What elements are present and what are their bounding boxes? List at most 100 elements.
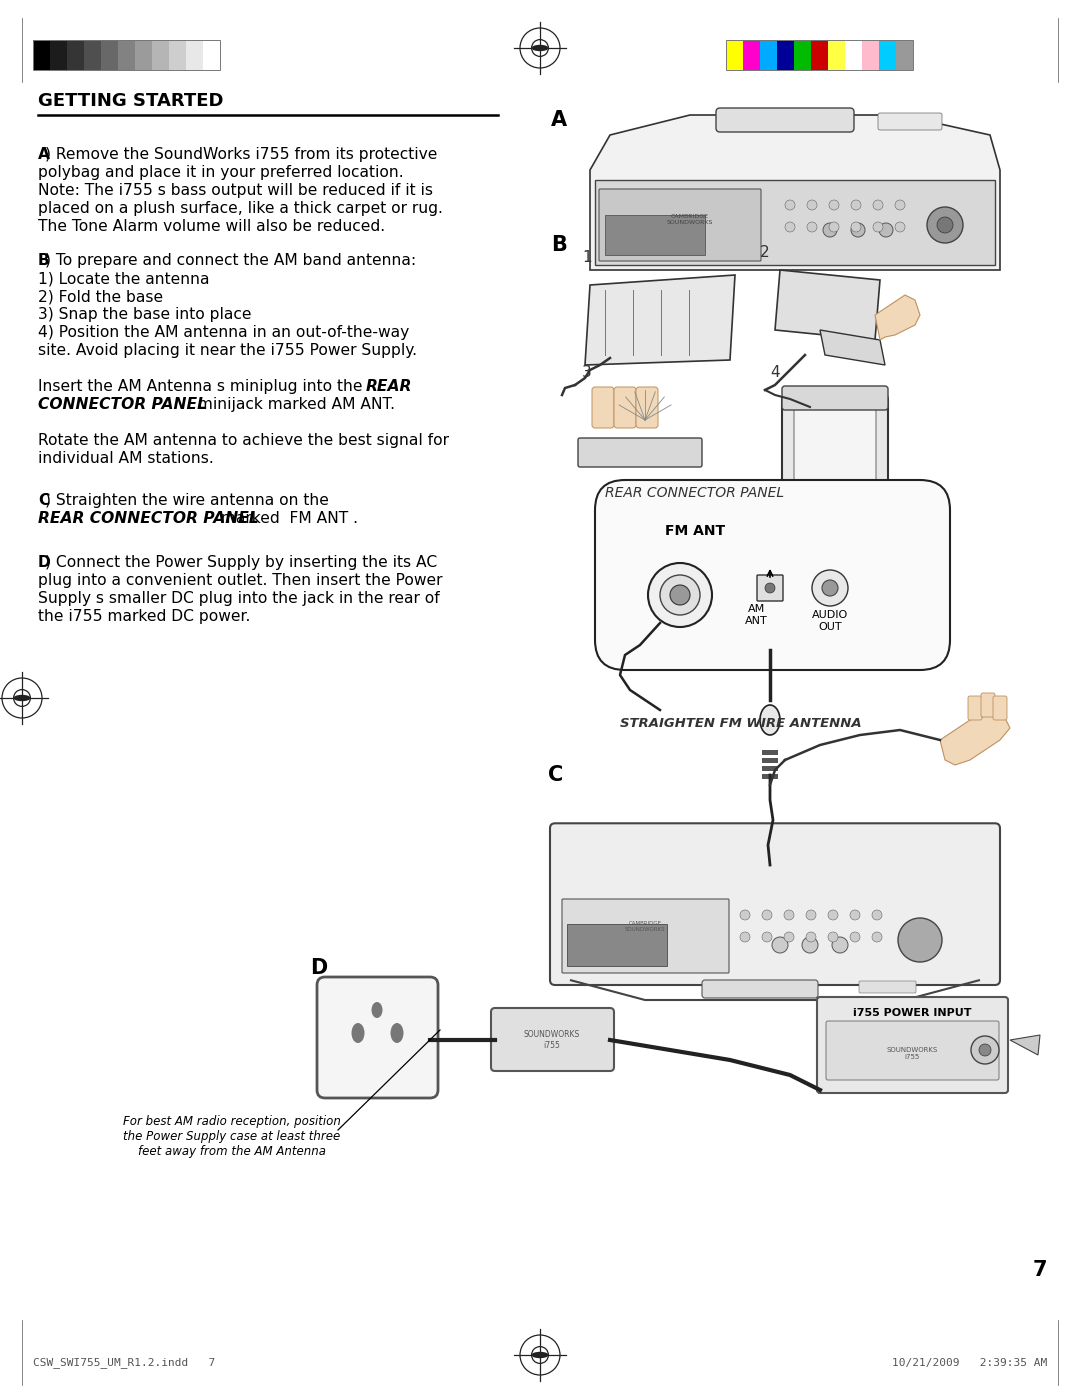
Circle shape xyxy=(897,918,942,963)
Circle shape xyxy=(850,909,860,921)
Text: 3) Snap the base into place: 3) Snap the base into place xyxy=(38,307,252,321)
FancyBboxPatch shape xyxy=(859,981,916,993)
Text: 4: 4 xyxy=(770,365,780,380)
Bar xyxy=(605,215,705,256)
Text: ) Remove the SoundWorks i755 from its protective: ) Remove the SoundWorks i755 from its pr… xyxy=(45,147,437,162)
Ellipse shape xyxy=(391,1023,404,1044)
FancyBboxPatch shape xyxy=(599,189,761,261)
FancyBboxPatch shape xyxy=(757,576,783,601)
Bar xyxy=(811,41,828,70)
FancyBboxPatch shape xyxy=(550,823,1000,985)
Bar xyxy=(777,41,794,70)
Text: plug into a convenient outlet. Then insert the Power: plug into a convenient outlet. Then inse… xyxy=(38,573,443,588)
Bar xyxy=(762,766,778,771)
Circle shape xyxy=(740,932,750,942)
Text: C: C xyxy=(548,766,564,785)
Circle shape xyxy=(895,222,905,232)
Text: CAMBRIDGE
SOUNDWORKS: CAMBRIDGE SOUNDWORKS xyxy=(666,214,713,225)
Text: the i755 marked DC power.: the i755 marked DC power. xyxy=(38,609,251,624)
Circle shape xyxy=(850,932,860,942)
Circle shape xyxy=(648,563,712,627)
Text: AUDIO
OUT: AUDIO OUT xyxy=(812,610,848,631)
Bar xyxy=(33,41,220,70)
Bar xyxy=(762,750,778,754)
Bar xyxy=(595,180,995,265)
FancyBboxPatch shape xyxy=(636,387,658,427)
Text: 10/21/2009   2:39:35 AM: 10/21/2009 2:39:35 AM xyxy=(892,1358,1047,1368)
Circle shape xyxy=(829,222,839,232)
Circle shape xyxy=(765,583,775,592)
Polygon shape xyxy=(940,715,1010,766)
Bar xyxy=(67,41,84,70)
Text: 3: 3 xyxy=(582,365,592,380)
Text: AM
ANT: AM ANT xyxy=(745,604,768,626)
FancyBboxPatch shape xyxy=(615,387,636,427)
Circle shape xyxy=(806,932,816,942)
Circle shape xyxy=(873,200,883,210)
Ellipse shape xyxy=(13,694,30,701)
Text: polybag and place it in your preferred location.: polybag and place it in your preferred l… xyxy=(38,165,404,180)
Text: REAR CONNECTOR PANEL: REAR CONNECTOR PANEL xyxy=(38,511,259,527)
Text: 4) Position the AM antenna in an out-of-the-way: 4) Position the AM antenna in an out-of-… xyxy=(38,326,409,339)
Polygon shape xyxy=(1010,1035,1040,1055)
Ellipse shape xyxy=(372,1002,382,1018)
FancyBboxPatch shape xyxy=(993,696,1007,719)
Text: ) To prepare and connect the AM band antenna:: ) To prepare and connect the AM band ant… xyxy=(45,253,416,268)
Circle shape xyxy=(872,932,882,942)
Text: CONNECTOR PANEL: CONNECTOR PANEL xyxy=(38,397,207,412)
FancyBboxPatch shape xyxy=(491,1009,615,1071)
Text: placed on a plush surface, like a thick carpet or rug.: placed on a plush surface, like a thick … xyxy=(38,201,443,217)
FancyBboxPatch shape xyxy=(816,997,1008,1092)
FancyBboxPatch shape xyxy=(702,981,818,997)
Circle shape xyxy=(937,217,953,233)
Circle shape xyxy=(802,937,818,953)
Bar xyxy=(845,41,862,70)
Bar xyxy=(794,41,811,70)
Text: SOUNDWORKS
i755: SOUNDWORKS i755 xyxy=(887,1046,937,1060)
Bar xyxy=(102,41,118,70)
Circle shape xyxy=(829,200,839,210)
Text: 2: 2 xyxy=(760,244,770,260)
Ellipse shape xyxy=(351,1023,365,1044)
FancyBboxPatch shape xyxy=(782,386,888,409)
Circle shape xyxy=(762,932,772,942)
Text: 1) Locate the antenna: 1) Locate the antenna xyxy=(38,271,210,286)
Bar xyxy=(203,41,220,70)
Bar xyxy=(743,41,760,70)
Bar xyxy=(828,41,845,70)
Circle shape xyxy=(971,1037,999,1065)
Text: GETTING STARTED: GETTING STARTED xyxy=(38,92,224,110)
Text: Insert the AM Antenna s miniplug into the: Insert the AM Antenna s miniplug into th… xyxy=(38,379,363,394)
Text: SOUNDWORKS
i755: SOUNDWORKS i755 xyxy=(524,1031,580,1049)
Circle shape xyxy=(822,580,838,597)
FancyBboxPatch shape xyxy=(578,439,702,467)
FancyBboxPatch shape xyxy=(592,387,615,427)
Text: Supply s smaller DC plug into the jack in the rear of: Supply s smaller DC plug into the jack i… xyxy=(38,591,440,606)
Text: marked  FM ANT .: marked FM ANT . xyxy=(216,511,357,527)
Circle shape xyxy=(851,200,861,210)
Text: 2) Fold the base: 2) Fold the base xyxy=(38,289,163,305)
Text: STRAIGHTEN FM WIRE ANTENNA: STRAIGHTEN FM WIRE ANTENNA xyxy=(620,717,862,731)
Circle shape xyxy=(806,909,816,921)
Circle shape xyxy=(873,222,883,232)
Text: Note: The i755 s bass output will be reduced if it is: Note: The i755 s bass output will be red… xyxy=(38,183,433,198)
Text: D: D xyxy=(310,958,327,978)
Circle shape xyxy=(851,224,865,237)
Circle shape xyxy=(762,909,772,921)
Text: CAMBRIDGE
SOUNDWORKS: CAMBRIDGE SOUNDWORKS xyxy=(624,921,665,932)
Text: i755 POWER INPUT: i755 POWER INPUT xyxy=(853,1009,971,1018)
Circle shape xyxy=(823,224,837,237)
Text: For best AM radio reception, position
the Power Supply case at least three
feet : For best AM radio reception, position th… xyxy=(123,1115,341,1158)
FancyBboxPatch shape xyxy=(968,696,982,719)
Circle shape xyxy=(772,937,788,953)
Circle shape xyxy=(784,909,794,921)
Text: ) Connect the Power Supply by inserting the its AC: ) Connect the Power Supply by inserting … xyxy=(45,555,437,570)
Circle shape xyxy=(785,222,795,232)
Text: FM ANT: FM ANT xyxy=(665,524,725,538)
FancyBboxPatch shape xyxy=(318,977,438,1098)
Circle shape xyxy=(660,576,700,615)
Text: REAR: REAR xyxy=(366,379,413,394)
Bar xyxy=(186,41,203,70)
Bar xyxy=(135,41,152,70)
Text: site. Avoid placing it near the i755 Power Supply.: site. Avoid placing it near the i755 Pow… xyxy=(38,344,417,358)
